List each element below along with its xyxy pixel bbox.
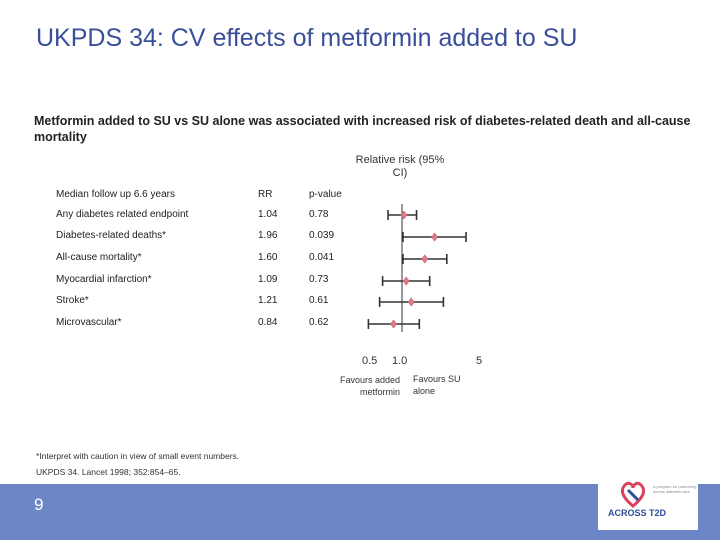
endpoint-label: Diabetes-related deaths* xyxy=(56,230,167,241)
p-value: 0.73 xyxy=(309,274,329,285)
endpoint-label: All-cause mortality* xyxy=(56,252,142,263)
x-tick-label: 1.0 xyxy=(392,355,408,367)
p-value: 0.039 xyxy=(309,230,335,241)
point-marker xyxy=(390,319,397,329)
p-value-column-header: p-value xyxy=(309,189,342,200)
p-value: 0.78 xyxy=(309,209,329,220)
logo xyxy=(598,478,698,530)
heart-ribbon-icon xyxy=(620,481,646,508)
point-marker xyxy=(400,210,408,220)
point-marker xyxy=(407,297,415,307)
endpoint-label: Myocardial infarction* xyxy=(56,274,152,285)
logo-tagline: A program for partnering across diabetes… xyxy=(653,484,697,494)
slide-title: UKPDS 34: CV effects of metformin added … xyxy=(36,24,578,52)
point-marker xyxy=(402,276,410,286)
rr-value: 0.84 xyxy=(258,317,278,328)
slide-subtitle: Metformin added to SU vs SU alone was as… xyxy=(34,114,691,144)
page-number: 9 xyxy=(34,495,44,514)
endpoint-label: Microvascular* xyxy=(56,317,122,328)
endpoint-label: Any diabetes related endpoint xyxy=(56,209,189,220)
point-marker xyxy=(431,232,438,242)
logo-name: ACROSS T2D xyxy=(608,508,667,518)
reference: UKPDS 34. Lancet 1998; 352:854–65. xyxy=(36,467,181,477)
favours-metformin-label: Favours added metformin xyxy=(339,375,400,397)
rr-column-header: RR xyxy=(258,189,273,200)
rr-value: 1.09 xyxy=(258,274,278,285)
p-value: 0.041 xyxy=(309,252,335,263)
followup-label: Median follow up 6.6 years xyxy=(56,189,175,200)
p-value: 0.62 xyxy=(309,317,329,328)
footnote: *Interpret with caution in view of small… xyxy=(36,451,240,461)
rr-value: 1.21 xyxy=(258,295,278,306)
favours-su-label: Favours SU alone xyxy=(413,374,461,396)
p-value: 0.61 xyxy=(309,295,329,306)
rr-value: 1.60 xyxy=(258,252,278,263)
x-tick-label: 5 xyxy=(476,355,483,367)
x-tick-label: 0.5 xyxy=(362,355,378,367)
rr-value: 1.96 xyxy=(258,230,278,241)
forest-plot-title: Relative risk (95% CI) xyxy=(355,154,445,179)
rr-value: 1.04 xyxy=(258,209,278,220)
endpoint-label: Stroke* xyxy=(56,295,89,306)
point-marker xyxy=(421,254,429,264)
